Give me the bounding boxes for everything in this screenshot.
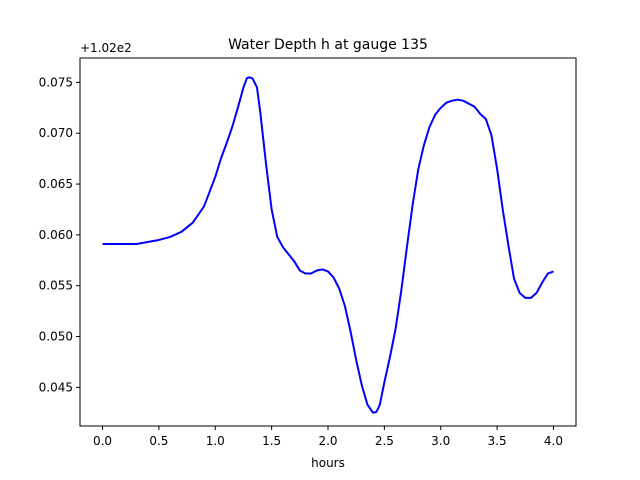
y-axis-offset-label: +1.02e2 [80, 41, 132, 55]
x-tick-label: 2.5 [375, 434, 394, 448]
y-tick-label: 0.070 [39, 126, 73, 140]
x-tick-label: 3.0 [431, 434, 450, 448]
series-line [102, 76, 554, 414]
x-tick-label: 0.0 [93, 434, 112, 448]
x-tick-label: 2.0 [318, 434, 337, 448]
x-tick-label: 1.5 [262, 434, 281, 448]
y-tick-label: 0.060 [39, 228, 73, 242]
chart-title: Water Depth h at gauge 135 [228, 37, 428, 53]
y-tick-label: 0.050 [39, 330, 73, 344]
x-axis: 0.0 0.5 1.0 1.5 2.0 2.5 3.0 3.5 4.0 [93, 426, 563, 448]
x-tick-label: 4.0 [544, 434, 563, 448]
x-tick-label: 0.5 [149, 434, 168, 448]
y-axis: 0.045 0.050 0.055 0.060 0.065 0.070 0.075 [39, 75, 80, 394]
x-axis-label: hours [311, 456, 345, 470]
y-tick-label: 0.055 [39, 279, 73, 293]
x-tick-label: 3.5 [488, 434, 507, 448]
y-tick-label: 0.045 [39, 380, 73, 394]
y-tick-label: 0.075 [39, 75, 73, 89]
x-tick-label: 1.0 [206, 434, 225, 448]
y-tick-label: 0.065 [39, 177, 73, 191]
plot-area [102, 76, 554, 414]
